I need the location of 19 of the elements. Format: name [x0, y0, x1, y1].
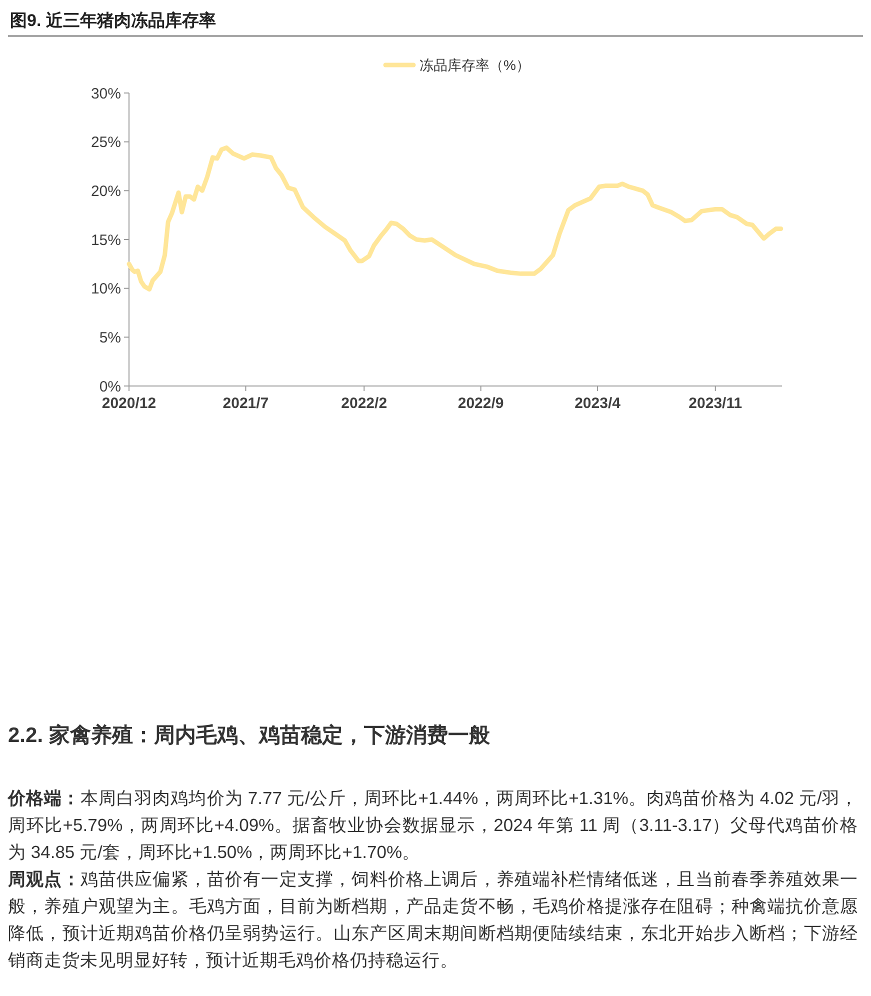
- y-tick-label: 20%: [90, 182, 121, 200]
- x-tick-label: 2022/2: [341, 395, 388, 412]
- x-tick-label: 2022/9: [458, 395, 504, 412]
- text: 价格端：本周白羽肉鸡均价为 7.77 元/公斤，周环比+1.44%，两周环比+1.31%。肉鸡苗价格为 4.02 元/羽，周环比+5.79%，两周环比+4.09%。据畜牧业协会数据显示，2024 年第 11 周（3.11-3.17）父母代鸡苗价格为 34.85 元/套，周环比+1.50%，两周环比+1.70%。: [8, 787, 858, 864]
- x-tick-label: 2023/4: [574, 395, 622, 412]
- text: 周观点：鸡苗供应偏紧，苗价有一定支撑，饲料价格上调后，养殖端补栏情绪低迷，且当前春季养殖效果一般，养殖户观望为主。毛鸡方面，目前为断档期，产品走货不畅，毛鸡价格提涨存在阻碍；种禽端抗价意愿降低，预计近期鸡苗价格仍呈弱势运行。山东产区周末期间断档期便陆续结束，东北开始步入断档；下游经销商走货未见明显好转，预计近期毛鸡价格仍持稳运行。: [8, 868, 858, 972]
- line-series: [126, 145, 784, 292]
- y-tick-label: 15%: [90, 232, 121, 249]
- legend-label: 冻品库存率（%）: [420, 56, 530, 73]
- chart-title: 图9. 近三年猪肉冻品库存率: [10, 11, 216, 30]
- x-tick-label: 2020/12: [102, 395, 156, 412]
- text: 2.2. 家禽养殖：周内毛鸡、鸡苗稳定，下游消费一般: [8, 722, 491, 749]
- y-tick-label: 5%: [99, 329, 121, 346]
- y-tick-label: 25%: [90, 134, 121, 152]
- y-tick-label: 0%: [99, 378, 121, 396]
- y-tick-label: 30%: [90, 85, 121, 102]
- x-tick-label: 2021/7: [222, 395, 269, 412]
- x-tick-label: 2023/11: [688, 395, 742, 412]
- y-tick-label: 10%: [90, 280, 121, 298]
